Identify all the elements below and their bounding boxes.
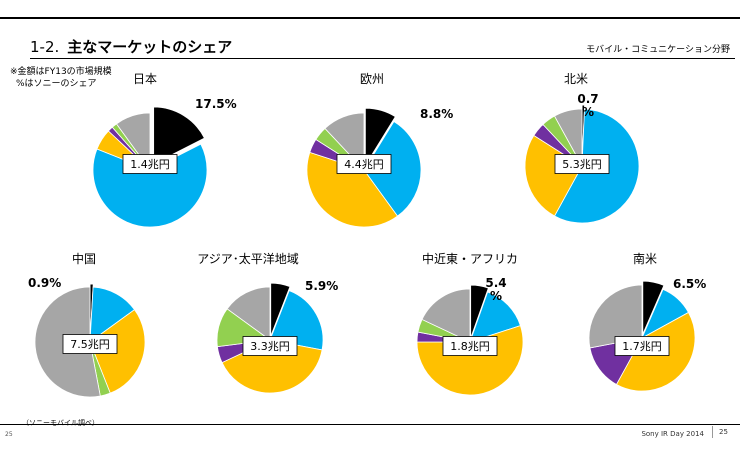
event-label: Sony IR Day 2014 <box>641 430 704 438</box>
pie-chart-3: 北米 0.7 % 5.3兆円 <box>524 72 640 224</box>
share-label: 8.8% <box>420 107 453 121</box>
pie-chart-1: 日本 17.5% 1.4兆円 <box>92 72 237 228</box>
pie-chart-4: 中国 0.9% 7.5兆円 <box>28 251 146 398</box>
market-size-label: 1.8兆円 <box>450 340 490 353</box>
chart-title: 南米 <box>633 251 657 266</box>
chart-title: 欧州 <box>360 72 384 86</box>
chart-title: 日本 <box>133 72 157 86</box>
chart-title: 北米 <box>564 72 588 86</box>
pie-slice-orange <box>89 309 146 394</box>
pie-slice-gray <box>421 288 471 343</box>
footer-rule <box>0 424 740 425</box>
market-size-box <box>242 336 298 356</box>
division-label: モバイル・コミュニケーション分野 <box>586 45 730 55</box>
market-size-box <box>122 154 178 174</box>
market-size-box <box>554 154 610 174</box>
source-note: （ソニーモバイル調べ） <box>22 419 99 427</box>
share-label: 17.5% <box>195 97 237 111</box>
pie-slice-sony <box>153 106 205 165</box>
chart-title: 中国 <box>72 251 96 266</box>
market-size-label: 7.5兆円 <box>70 338 110 351</box>
note: ※金額はFY13の市場規模 %はソニーのシェア <box>10 66 112 90</box>
chart-title: アジア･太平洋地域 <box>197 251 299 266</box>
title-text: 主なマーケットのシェア <box>67 38 233 56</box>
share-label: 0.9% <box>28 276 61 290</box>
page-number-left: 25 <box>5 431 13 438</box>
pie-slice-sony <box>270 282 291 337</box>
pie-slice-gray <box>226 286 271 341</box>
top-rule <box>0 17 740 19</box>
pie-slice-sony <box>642 280 665 335</box>
footer-separator <box>712 426 713 438</box>
pie-slice-gray <box>588 284 643 349</box>
page-number-right: 25 <box>719 428 728 436</box>
share-label: 5.4% <box>485 276 506 303</box>
chart-title: 中近東・アフリカ <box>422 251 518 266</box>
pie-slice-sony <box>364 107 396 167</box>
title-underline <box>30 58 735 59</box>
pie-slice-gray <box>553 108 583 167</box>
market-size-box <box>336 154 392 174</box>
market-size-box <box>62 334 118 354</box>
pie-chart-5: アジア･太平洋地域 5.9% 3.3兆円 <box>197 251 338 394</box>
market-size-label: 4.4兆円 <box>344 158 384 171</box>
note-line-1: ※金額はFY13の市場規模 <box>10 67 112 77</box>
pie-slice-blue <box>92 143 208 228</box>
market-size-box <box>442 336 498 356</box>
market-size-box <box>614 336 670 356</box>
section-number: 1-2. <box>30 38 60 56</box>
pie-slice-blue <box>269 290 324 351</box>
share-label: 5.9% <box>305 279 338 293</box>
market-size-label: 3.3兆円 <box>250 340 290 353</box>
pie-slice-orange <box>524 134 583 217</box>
market-size-label: 1.7兆円 <box>622 340 662 353</box>
share-label: 0.7% <box>577 92 598 119</box>
pie-slice-sony <box>470 284 489 339</box>
pie-chart-7: 南米 6.5% 1.7兆円 <box>588 251 706 392</box>
pie-slice-orange <box>306 151 399 228</box>
market-size-label: 5.3兆円 <box>562 158 602 171</box>
page-title: 1-2. 主なマーケットのシェア <box>30 36 232 57</box>
note-line-2: %はソニーのシェア <box>16 79 97 89</box>
market-size-label: 1.4兆円 <box>130 158 170 171</box>
pie-chart-6: 中近東・アフリカ 5.4 % 1.8兆円 <box>416 251 524 396</box>
pie-chart-2: 欧州 8.8% 4.4兆円 <box>306 72 453 228</box>
pie-slice-blue <box>363 120 422 217</box>
share-label: 6.5% <box>673 277 706 291</box>
